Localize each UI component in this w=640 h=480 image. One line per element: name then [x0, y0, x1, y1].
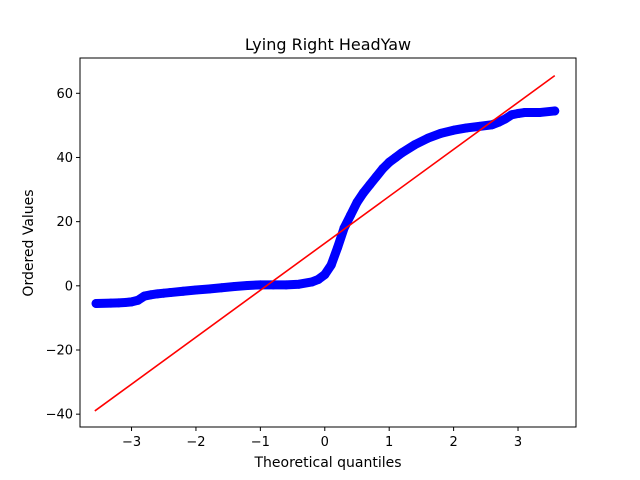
- x-tick-label: −3: [122, 435, 141, 450]
- x-tick-label: 0: [321, 435, 329, 450]
- y-axis-label: Ordered Values: [21, 189, 37, 296]
- y-tick-label: 20: [56, 215, 73, 230]
- fit-line: [94, 75, 556, 412]
- y-tick-label: 40: [56, 151, 73, 166]
- y-tick-label: 60: [56, 87, 73, 102]
- x-axis-ticks: −3 −2 −1 0 1 2 3: [122, 427, 522, 450]
- x-tick-label: 2: [449, 435, 457, 450]
- y-tick-label: 0: [65, 279, 73, 294]
- x-tick-label: 3: [514, 435, 522, 450]
- x-tick-label: −2: [186, 435, 205, 450]
- chart-title: Lying Right HeadYaw: [245, 35, 411, 54]
- y-tick-label: −20: [46, 343, 73, 358]
- y-tick-label: −40: [46, 408, 73, 423]
- fit-line-layer: [94, 75, 556, 412]
- x-axis-label: Theoretical quantiles: [253, 455, 401, 471]
- x-tick-label: −1: [251, 435, 270, 450]
- x-tick-label: 1: [385, 435, 393, 450]
- y-axis-ticks: −40 −20 0 20 40 60: [46, 87, 80, 423]
- axes-frame: [79, 57, 577, 428]
